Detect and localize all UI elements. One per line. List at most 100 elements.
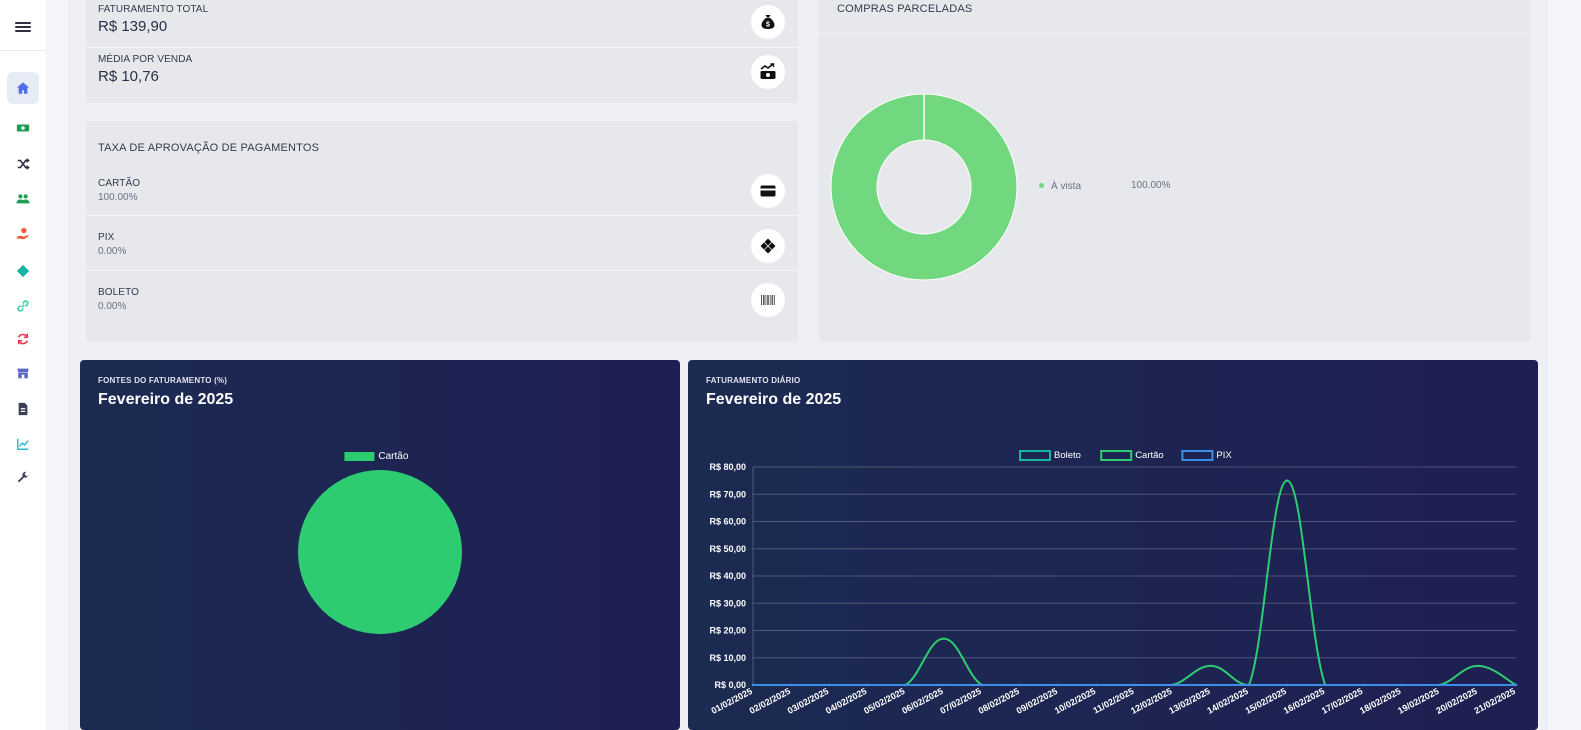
x-tick-label: 13/02/2025 xyxy=(1167,686,1211,716)
x-tick-label: 12/02/2025 xyxy=(1129,686,1173,716)
line-legend-swatch xyxy=(1100,450,1133,461)
home-icon xyxy=(16,82,30,94)
line-point[interactable] xyxy=(1209,683,1212,687)
y-tick-label: R$ 40,00 xyxy=(709,571,746,581)
x-tick-label: 20/02/2025 xyxy=(1434,686,1478,716)
y-tick-label: R$ 50,00 xyxy=(709,544,746,554)
sidebar-item-subscriptions[interactable] xyxy=(7,323,39,355)
donut-outer-border xyxy=(830,93,1018,281)
line-point[interactable] xyxy=(942,637,945,640)
line-point[interactable] xyxy=(904,683,907,687)
line-legend-item[interactable]: Boleto xyxy=(1019,450,1081,461)
line-point[interactable] xyxy=(1438,683,1441,687)
pix-icon xyxy=(16,264,30,278)
line-point[interactable] xyxy=(1133,683,1136,687)
daily-revenue-subtitle: FATURAMENTO DIÁRIO xyxy=(706,376,801,385)
credit-card-icon-circle xyxy=(751,174,785,208)
pix-icon xyxy=(760,238,776,254)
revenue-sources-card: FONTES DO FATURAMENTO (%) Fevereiro de 2… xyxy=(80,360,680,730)
line-point[interactable] xyxy=(1476,664,1480,668)
line-point[interactable] xyxy=(1514,683,1518,687)
line-point[interactable] xyxy=(1324,683,1327,687)
y-tick-label: R$ 20,00 xyxy=(709,626,746,636)
pix-rate-value: 0.00% xyxy=(98,246,127,257)
chart-line-icon xyxy=(17,438,29,450)
line-point[interactable] xyxy=(789,683,793,687)
credit-card-icon xyxy=(760,185,776,197)
document-icon xyxy=(18,402,28,416)
line-point[interactable] xyxy=(1171,683,1174,687)
line-legend-label: PIX xyxy=(1216,450,1232,461)
legend-label-a-vista: À vista xyxy=(1051,181,1082,192)
line-point[interactable] xyxy=(1057,683,1060,687)
rate-divider xyxy=(86,215,798,216)
barcode-icon-circle xyxy=(751,283,785,317)
revenue-stats-card: FATURAMENTO TOTAL R$ 139,90 $ MÉDIA POR … xyxy=(86,0,798,103)
sidebar-item-links[interactable] xyxy=(7,290,39,322)
store-icon xyxy=(17,368,29,379)
pie-slice[interactable] xyxy=(298,470,462,634)
installments-donut-chart xyxy=(830,93,1018,281)
sidebar-item-customers[interactable] xyxy=(7,183,39,215)
sidebar-item-transactions[interactable] xyxy=(7,148,39,180)
line-legend-label: Cartão xyxy=(1135,450,1164,461)
approval-rate-title: TAXA DE APROVAÇÃO DE PAGAMENTOS xyxy=(98,142,320,154)
daily-revenue-line-chart: Boleto Cartão PIX R$ 0,00 R$ 10,00 R$ 20,00 R$… xyxy=(709,450,1518,716)
line-legend-label: Boleto xyxy=(1054,450,1081,461)
money-bag-icon: $ xyxy=(761,15,775,29)
line-point[interactable] xyxy=(751,683,755,687)
svg-text:$: $ xyxy=(766,22,770,29)
sidebar-item-home[interactable] xyxy=(7,72,39,104)
main-content: FATURAMENTO TOTAL R$ 139,90 $ MÉDIA POR … xyxy=(68,0,1548,730)
line-point[interactable] xyxy=(1285,479,1289,482)
pix-icon-circle xyxy=(751,229,785,263)
sidebar-item-settings[interactable] xyxy=(7,462,39,494)
line-point[interactable] xyxy=(1400,683,1403,687)
x-tick-label: 14/02/2025 xyxy=(1205,686,1249,716)
y-tick-label: R$ 30,00 xyxy=(709,598,746,608)
line-point[interactable] xyxy=(1209,664,1212,668)
line-point[interactable] xyxy=(1285,683,1289,687)
card-rate-label: CARTÃO xyxy=(98,178,141,189)
x-tick-label: 17/02/2025 xyxy=(1320,686,1364,716)
installments-card: COMPRAS PARCELADAS À vista 100.00% xyxy=(819,0,1531,342)
line-point[interactable] xyxy=(866,683,869,687)
sidebar-item-reports[interactable] xyxy=(7,393,39,425)
line-point[interactable] xyxy=(1476,683,1480,687)
line-point[interactable] xyxy=(942,683,945,687)
sidebar-item-pix[interactable] xyxy=(7,255,39,287)
total-revenue-value: R$ 139,90 xyxy=(98,18,168,35)
barcode-icon xyxy=(761,295,775,305)
line-point[interactable] xyxy=(1247,683,1251,687)
line-point[interactable] xyxy=(1018,683,1022,687)
money-icon xyxy=(16,124,30,132)
line-point[interactable] xyxy=(1362,683,1365,687)
line-legend-item[interactable]: PIX xyxy=(1181,450,1232,461)
line-series-carto[interactable] xyxy=(752,479,1517,687)
x-tick-label: 11/02/2025 xyxy=(1091,686,1135,716)
line-point[interactable] xyxy=(828,683,831,687)
rate-divider xyxy=(86,270,798,271)
pie-legend-label[interactable]: Cartão xyxy=(378,451,408,462)
sidebar-item-store[interactable] xyxy=(7,357,39,389)
menu-toggle-icon[interactable] xyxy=(15,22,31,36)
line-point[interactable] xyxy=(1095,683,1098,687)
sidebar xyxy=(0,0,46,730)
line-legend-swatch xyxy=(1181,450,1214,461)
sidebar-item-analytics[interactable] xyxy=(7,428,39,460)
sidebar-item-sales[interactable] xyxy=(7,112,39,144)
line-point[interactable] xyxy=(980,683,984,687)
legend-value-a-vista: 100.00% xyxy=(1131,180,1171,191)
card-header-divider xyxy=(819,33,1531,34)
link-icon xyxy=(17,300,29,312)
stat-divider xyxy=(86,47,798,48)
sidebar-item-payouts[interactable] xyxy=(7,218,39,250)
x-tick-label: 05/02/2025 xyxy=(862,686,906,716)
revenue-sources-subtitle: FONTES DO FATURAMENTO (%) xyxy=(98,376,228,385)
boleto-rate-label: BOLETO xyxy=(98,287,139,298)
x-tick-label: 09/02/2025 xyxy=(1015,686,1059,716)
line-legend-item[interactable]: Cartão xyxy=(1100,450,1164,461)
legend-marker-a-vista xyxy=(1039,183,1044,188)
pie-legend-swatch[interactable] xyxy=(344,452,375,461)
x-tick-label: 15/02/2025 xyxy=(1244,686,1288,716)
